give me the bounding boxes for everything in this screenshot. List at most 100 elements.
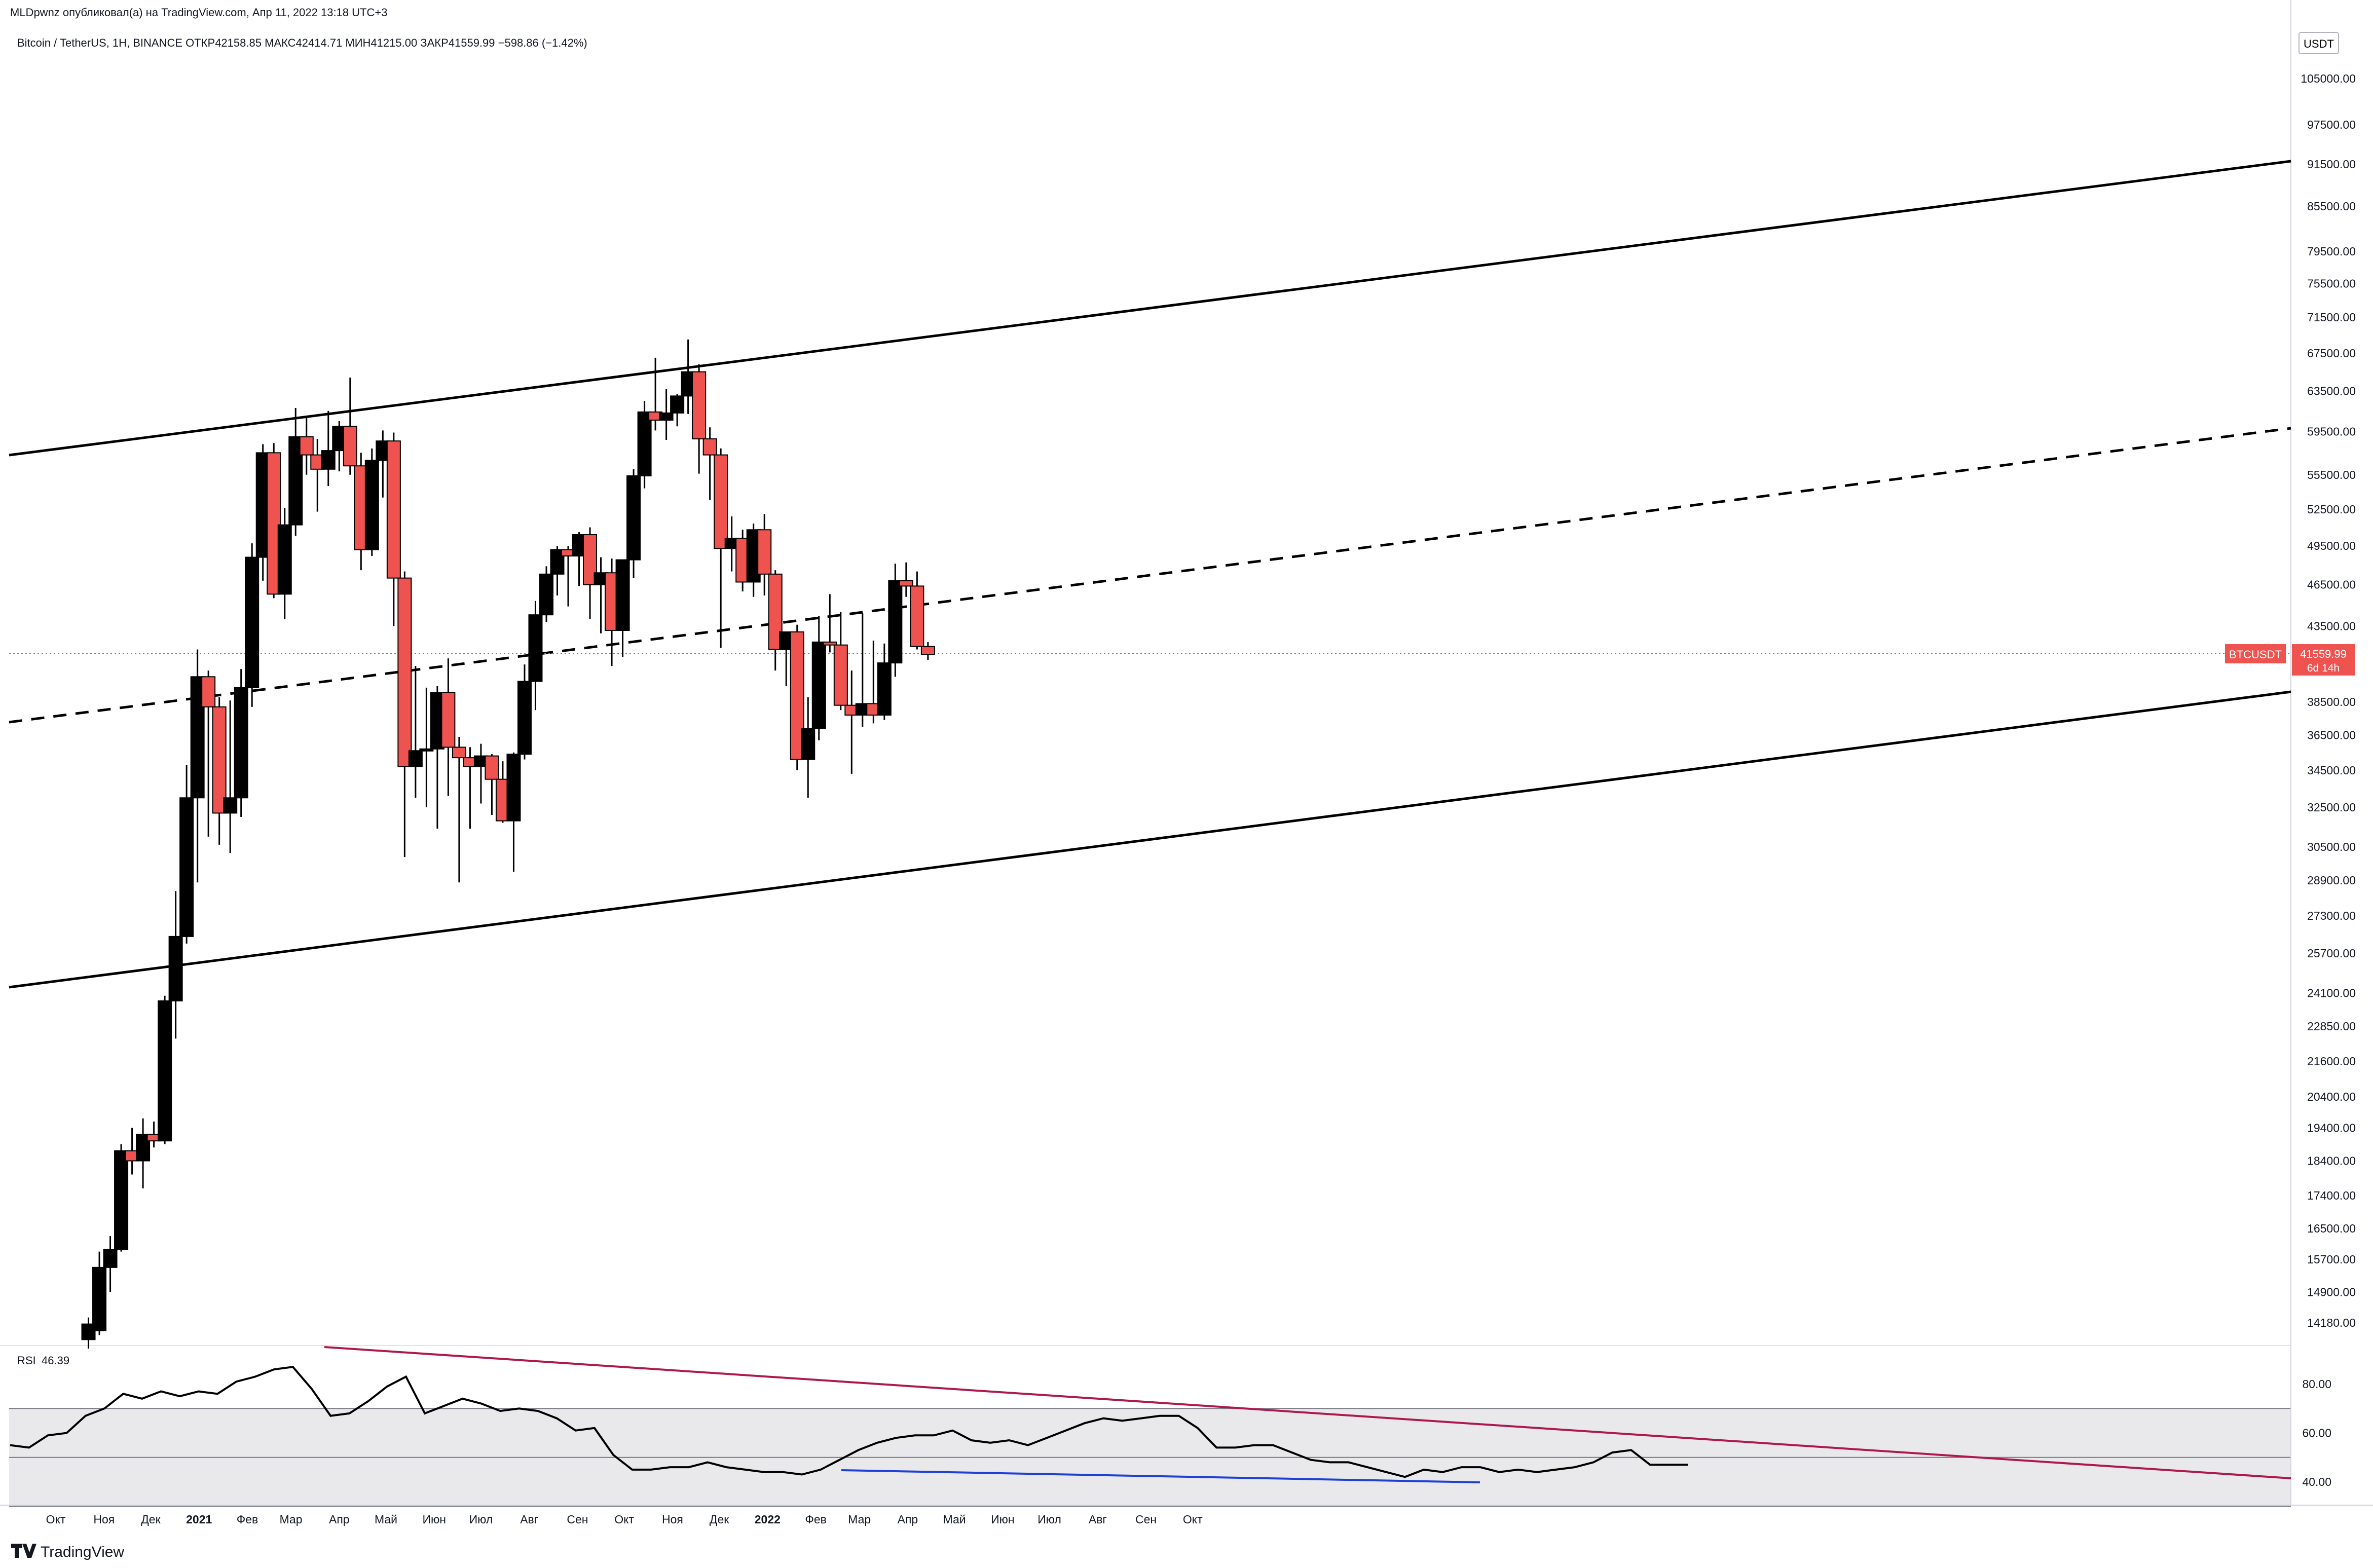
candle-body bbox=[517, 681, 532, 755]
candle bbox=[702, 427, 717, 500]
candle-body bbox=[811, 641, 826, 729]
candle-body bbox=[441, 692, 456, 748]
candle-body bbox=[114, 1150, 129, 1250]
candle-body bbox=[299, 436, 314, 456]
publish-info: MLDpwnz опубликовал(а) на TradingView.co… bbox=[10, 6, 387, 19]
currency-badge: USDT bbox=[2304, 38, 2334, 50]
candle bbox=[899, 562, 913, 597]
candle-body bbox=[408, 750, 423, 767]
rsi-axis[interactable]: 80.00 60.00 40.00 bbox=[2302, 1377, 2331, 1488]
rsi-tick-label: 40.00 bbox=[2302, 1475, 2331, 1488]
time-tick-label: Июн bbox=[991, 1513, 1014, 1526]
rsi-trendline[interactable] bbox=[324, 1346, 2291, 1479]
candle bbox=[419, 687, 434, 807]
price-tick-label: 17400.00 bbox=[2307, 1189, 2356, 1202]
candle bbox=[866, 641, 881, 724]
price-tick-label: 49500.00 bbox=[2307, 539, 2356, 552]
time-tick-label: Май bbox=[375, 1513, 397, 1526]
price-tick-label: 30500.00 bbox=[2307, 840, 2356, 853]
price-tick-label: 21600.00 bbox=[2307, 1055, 2356, 1068]
price-tick-label: 19400.00 bbox=[2307, 1122, 2356, 1135]
symbol-tag: BTCUSDT bbox=[2229, 648, 2282, 661]
rsi-tick-label: 80.00 bbox=[2302, 1377, 2331, 1391]
time-axis[interactable]: Окт Ноя Дек 2021 Фев Мар Апр Май Июн Июл Авг Сен Окт… bbox=[46, 1513, 1203, 1526]
candle-body bbox=[692, 371, 707, 439]
price-tick-label: 25700.00 bbox=[2307, 947, 2356, 960]
candle-body bbox=[833, 644, 848, 706]
candle bbox=[463, 747, 477, 829]
time-tick-label: 2022 bbox=[755, 1513, 781, 1526]
candle-body bbox=[452, 746, 466, 759]
channel-upper-line[interactable] bbox=[9, 160, 2291, 457]
price-tick-label: 36500.00 bbox=[2307, 729, 2356, 742]
time-tick-label: Июн bbox=[422, 1513, 446, 1526]
channel-lower-line[interactable] bbox=[9, 690, 2291, 989]
symbol-tag-box[interactable] bbox=[2225, 644, 2286, 663]
candle bbox=[179, 765, 194, 944]
time-tick-label: Ноя bbox=[93, 1513, 115, 1526]
candle-body bbox=[801, 728, 815, 760]
candle bbox=[364, 448, 379, 556]
price-tick-label: 15700.00 bbox=[2307, 1253, 2356, 1266]
time-tick-label: Фев bbox=[237, 1513, 258, 1526]
candle bbox=[125, 1128, 139, 1175]
price-tick-label: 46500.00 bbox=[2307, 578, 2356, 591]
price-tag-box[interactable] bbox=[2292, 644, 2355, 676]
price-tick-label: 75500.00 bbox=[2307, 277, 2356, 290]
candle bbox=[811, 616, 826, 740]
channel-middle-line[interactable] bbox=[9, 427, 2291, 724]
candle-body bbox=[899, 580, 913, 587]
rsi-line bbox=[10, 1366, 1688, 1478]
currency-badge-box[interactable] bbox=[2298, 32, 2339, 54]
rsi-label[interactable]: RSI bbox=[17, 1354, 36, 1367]
price-tick-label: 14180.00 bbox=[2307, 1316, 2356, 1329]
symbol-info[interactable]: Bitcoin / TetherUS, 1H, BINANCE ОТКР4215… bbox=[17, 36, 587, 49]
candle bbox=[223, 700, 238, 853]
candle bbox=[888, 564, 903, 677]
candle bbox=[594, 557, 608, 633]
rsi-support-line[interactable] bbox=[841, 1469, 1480, 1483]
candle bbox=[517, 664, 532, 760]
candle bbox=[714, 448, 728, 648]
candle-body bbox=[158, 1000, 172, 1142]
candle-body bbox=[506, 754, 521, 822]
time-tick-label: Дек bbox=[141, 1513, 161, 1526]
candle bbox=[670, 394, 685, 427]
time-tick-label: Июл bbox=[1037, 1513, 1061, 1526]
price-tick-label: 20400.00 bbox=[2307, 1090, 2356, 1103]
price-axis[interactable]: 105000.00 97500.00 91500.00 85500.00 79500.0… bbox=[2301, 72, 2356, 1329]
candle-body bbox=[877, 662, 892, 716]
candle bbox=[245, 543, 259, 707]
candle bbox=[201, 670, 216, 837]
tradingview-logo[interactable]: TradingView bbox=[11, 1544, 124, 1560]
price-tick-label: 28900.00 bbox=[2307, 874, 2356, 887]
candle-body bbox=[364, 460, 379, 550]
time-tick-label: Окт bbox=[46, 1513, 66, 1526]
price-tick-label: 27300.00 bbox=[2307, 909, 2356, 922]
time-tick-label: Май bbox=[943, 1513, 966, 1526]
candle-body bbox=[201, 676, 216, 707]
candle-body bbox=[757, 529, 772, 575]
price-tick-label: 32500.00 bbox=[2307, 801, 2356, 814]
time-tick-label: Мар bbox=[280, 1513, 303, 1526]
candle bbox=[397, 571, 412, 857]
candle-body bbox=[659, 412, 674, 421]
candle-body bbox=[714, 454, 728, 549]
price-tick-label: 34500.00 bbox=[2307, 764, 2356, 777]
candle-body bbox=[920, 646, 935, 655]
candle bbox=[343, 377, 357, 475]
candle bbox=[801, 697, 815, 798]
candle-body bbox=[615, 559, 630, 631]
candle bbox=[168, 891, 183, 1039]
price-tick-label: 71500.00 bbox=[2307, 311, 2356, 324]
price-tick-label: 43500.00 bbox=[2307, 620, 2356, 633]
candle-body bbox=[223, 797, 238, 814]
price-tick-label: 97500.00 bbox=[2307, 118, 2356, 131]
candle bbox=[833, 612, 848, 711]
candle bbox=[823, 594, 837, 653]
candlestick-series bbox=[81, 339, 935, 1349]
tradingview-logo-icon bbox=[11, 1544, 36, 1558]
candle-body bbox=[485, 755, 499, 780]
candle-body bbox=[179, 797, 194, 937]
